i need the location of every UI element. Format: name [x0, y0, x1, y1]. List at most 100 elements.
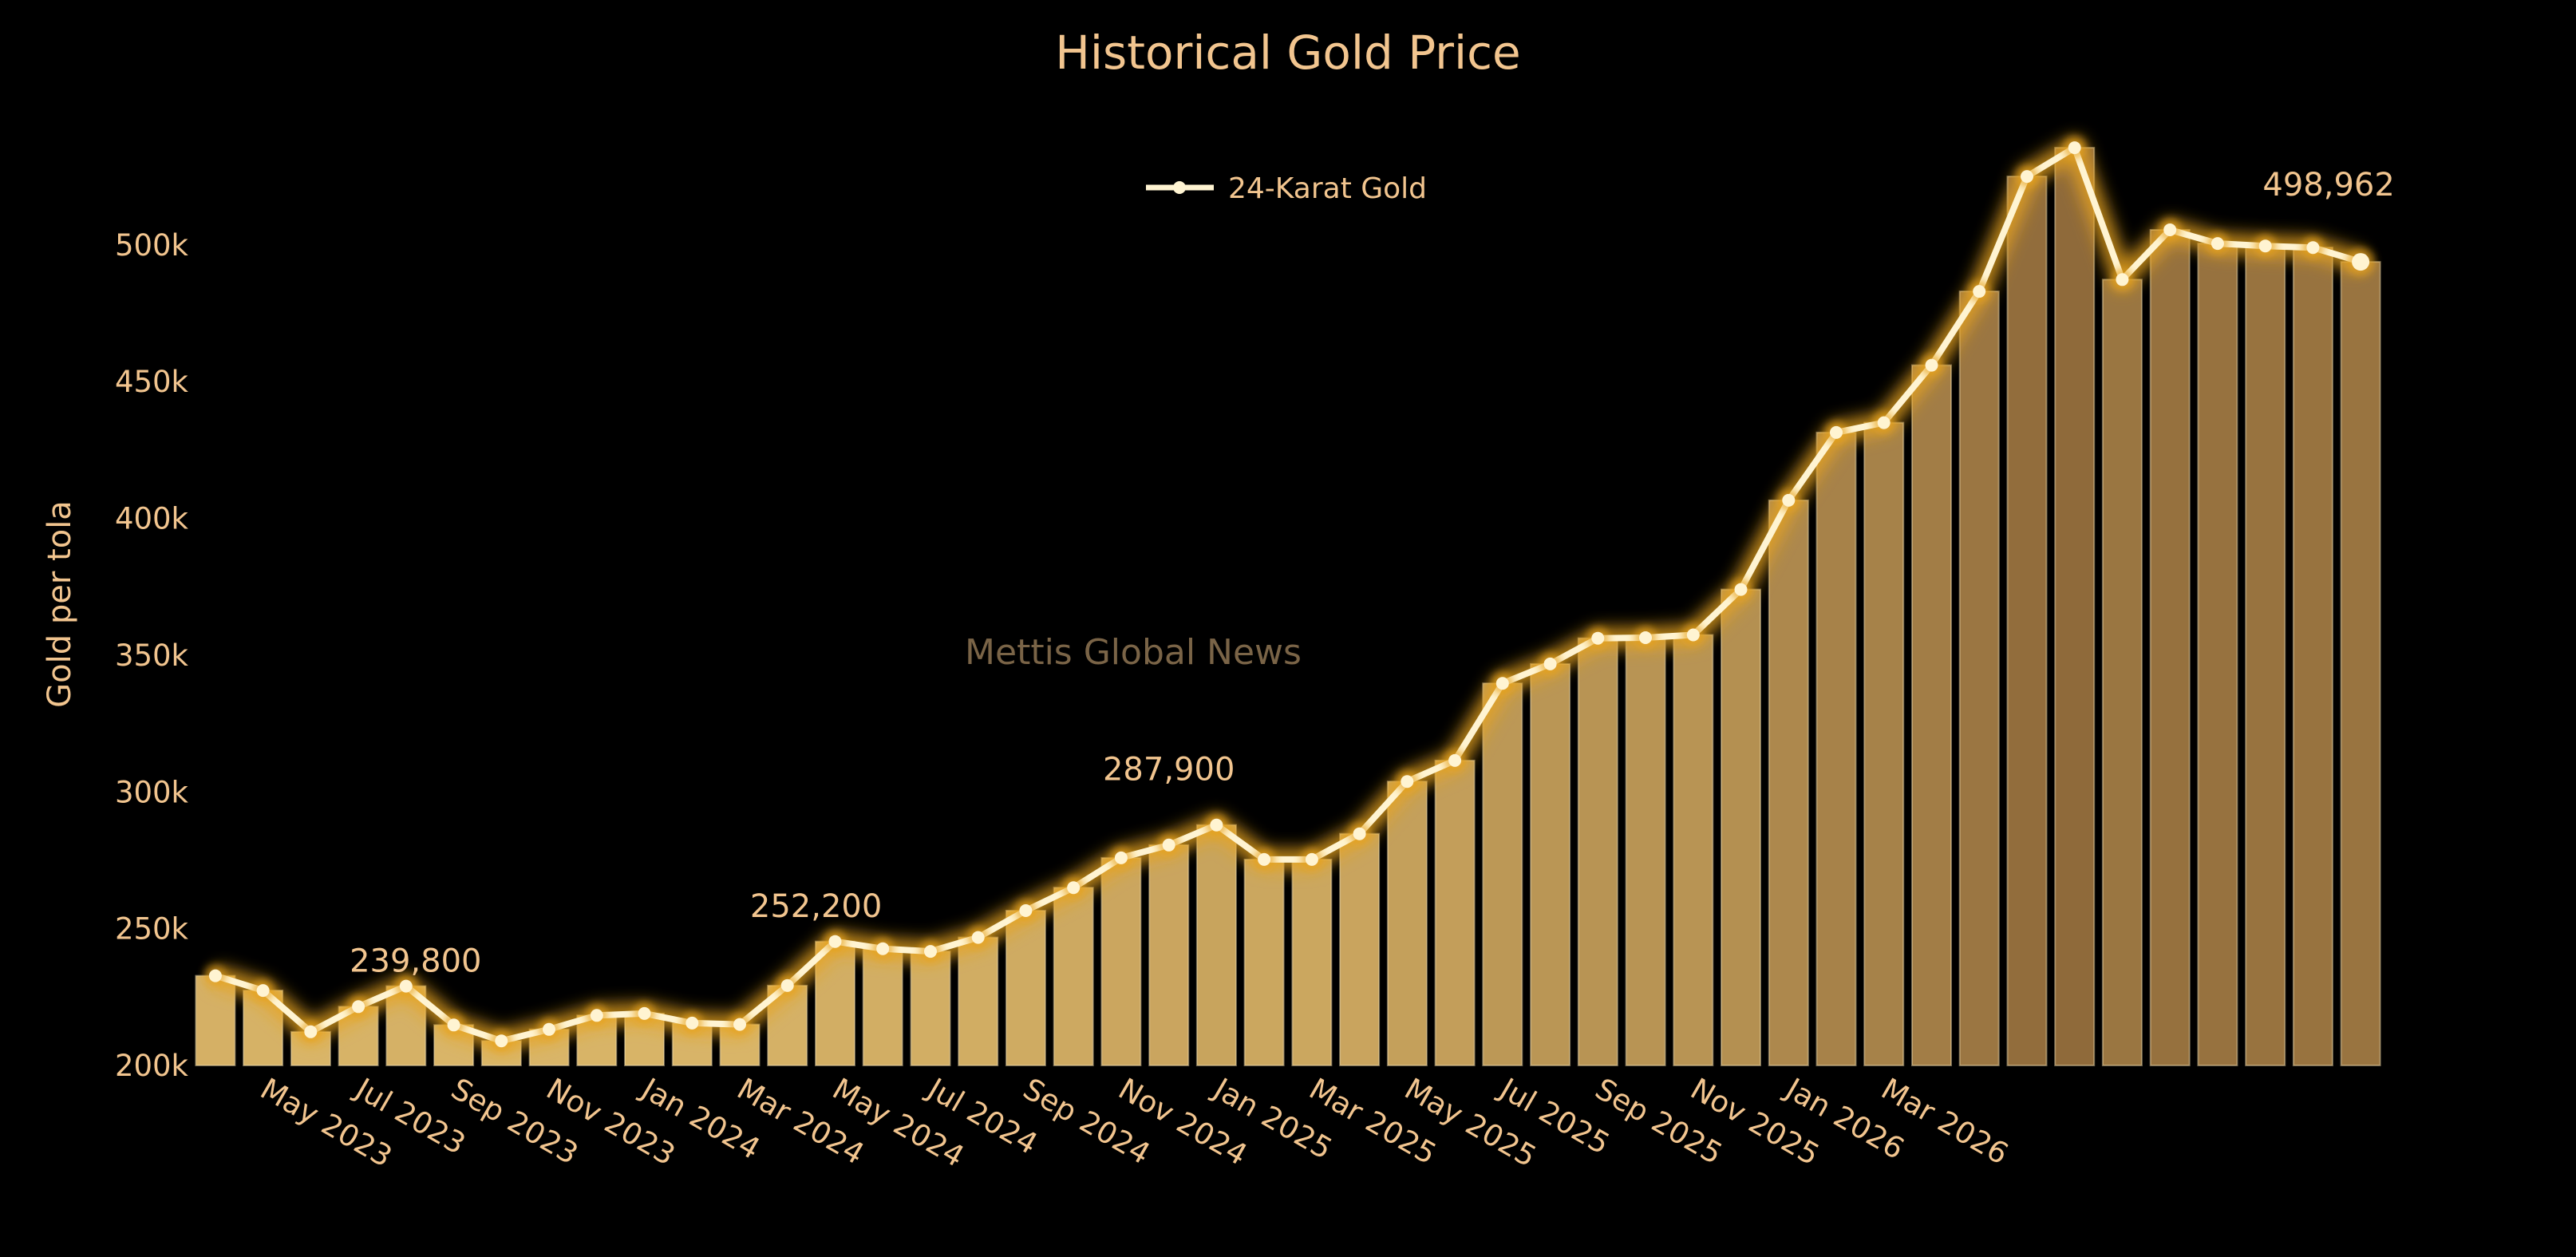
y-axis-ticks: 200k 250k 300k 350k 400k 450k 500k	[115, 228, 189, 1083]
bar	[195, 974, 236, 1066]
bar	[1958, 291, 2000, 1067]
price-line	[203, 136, 2376, 1053]
bar	[1673, 634, 1714, 1066]
bar	[1005, 910, 1046, 1066]
bar	[1195, 824, 1237, 1066]
data-point	[256, 984, 270, 998]
data-point	[304, 1025, 318, 1038]
data-point	[1067, 881, 1081, 895]
y-tick-label: 500k	[115, 228, 189, 263]
data-point	[208, 969, 222, 982]
data-point	[1114, 851, 1128, 864]
data-point	[780, 978, 794, 992]
data-point	[1305, 852, 1318, 866]
bar	[1100, 856, 1142, 1067]
data-point	[1734, 583, 1748, 596]
bar	[2292, 247, 2333, 1067]
data-point	[685, 1016, 699, 1030]
data-point	[352, 1000, 365, 1014]
y-axis-label: Gold per tola	[41, 500, 78, 708]
y-tick-label: 300k	[115, 775, 189, 809]
data-point	[924, 945, 937, 959]
data-point	[2211, 237, 2224, 251]
data-point	[1973, 285, 1986, 298]
bar	[2006, 176, 2048, 1067]
bar	[1863, 421, 1905, 1066]
legend-marker-swatch	[1173, 181, 1186, 194]
bar	[1911, 364, 1952, 1067]
data-point	[2163, 223, 2177, 236]
data-point	[1782, 493, 1796, 507]
annotation-label: 252,200	[750, 888, 882, 925]
bar	[1625, 637, 1666, 1066]
data-point	[1019, 904, 1033, 917]
data-point	[2258, 239, 2272, 253]
legend: 24-Karat Gold	[1146, 172, 1427, 205]
data-point	[1877, 416, 1891, 429]
bar	[1577, 637, 1618, 1066]
annotations: 239,800 252,200 287,900 498,962	[350, 167, 2395, 980]
bar	[1243, 858, 1285, 1067]
bar	[2197, 243, 2238, 1067]
data-point	[1401, 775, 1414, 789]
bar	[862, 947, 903, 1066]
bar	[2054, 147, 2096, 1067]
bar	[2340, 261, 2381, 1067]
data-point	[1258, 852, 1271, 866]
bar	[1815, 431, 1857, 1066]
data-point	[828, 935, 842, 948]
data-point	[2068, 141, 2081, 155]
data-point	[1686, 628, 1700, 642]
y-tick-label: 450k	[115, 365, 189, 399]
bar	[1053, 887, 1094, 1066]
data-point	[1591, 631, 1605, 645]
data-point	[733, 1018, 746, 1031]
data-point	[1210, 818, 1223, 832]
line-series	[211, 144, 2365, 1045]
bar	[2149, 229, 2191, 1066]
data-point	[971, 931, 985, 944]
data-point	[1925, 358, 1938, 372]
bar	[1768, 499, 1809, 1066]
bar	[1434, 759, 1476, 1067]
annotation-label: 498,962	[2262, 167, 2394, 204]
data-point	[2306, 241, 2320, 255]
y-tick-label: 350k	[115, 638, 189, 673]
watermark: Mettis Global News	[965, 632, 1302, 673]
bar	[1530, 662, 1571, 1067]
y-tick-label: 400k	[115, 502, 189, 536]
bar	[910, 951, 951, 1066]
bar	[1386, 781, 1428, 1066]
annotation-label: 287,900	[1103, 752, 1235, 789]
bar	[958, 936, 999, 1066]
data-point	[1353, 827, 1366, 840]
bar	[1339, 832, 1381, 1066]
data-point	[543, 1022, 555, 1036]
bar	[2245, 245, 2286, 1067]
data-point	[2352, 253, 2370, 271]
data-point	[1448, 753, 1462, 767]
data-point	[2116, 273, 2129, 287]
data-point	[1543, 657, 1557, 670]
legend-label: 24-Karat Gold	[1228, 172, 1427, 205]
bar	[2101, 279, 2143, 1066]
data-point	[447, 1018, 460, 1032]
data-point	[638, 1006, 651, 1020]
annotation-label: 239,800	[350, 943, 481, 980]
chart-title: Historical Gold Price	[1055, 26, 1520, 80]
y-tick-label: 200k	[115, 1049, 189, 1083]
bar	[1482, 682, 1523, 1066]
bar	[1291, 858, 1333, 1067]
bars	[195, 147, 2381, 1067]
data-point	[2021, 170, 2033, 184]
data-point	[399, 979, 413, 993]
data-point	[1162, 838, 1175, 852]
data-point	[495, 1034, 508, 1048]
bar	[1148, 844, 1190, 1067]
data-point	[1495, 677, 1509, 690]
data-point	[876, 942, 890, 955]
data-point	[590, 1009, 603, 1022]
bar	[1721, 588, 1761, 1066]
